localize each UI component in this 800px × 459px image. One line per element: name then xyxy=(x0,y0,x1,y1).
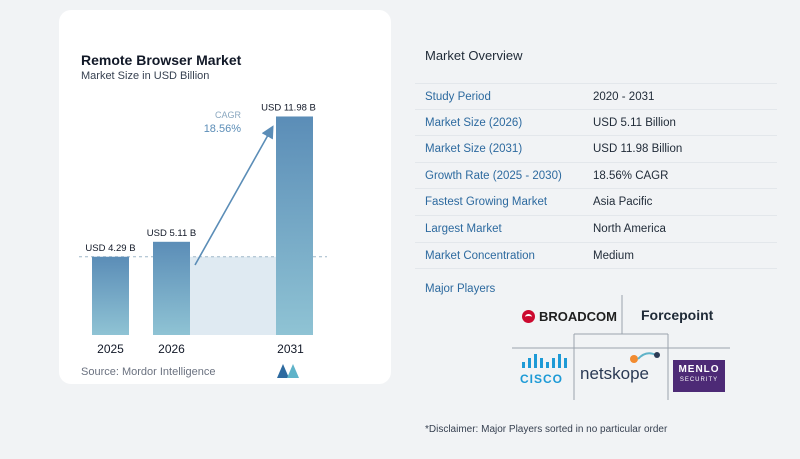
chart-card: Remote Browser Market Market Size in USD… xyxy=(59,10,391,384)
cagr-label: CAGR xyxy=(215,110,242,120)
cagr-arrow xyxy=(194,125,274,266)
netskope-logo: netskope xyxy=(580,364,649,383)
overview-value: USD 5.11 Billion xyxy=(593,116,676,129)
bar-2026 xyxy=(153,241,190,335)
overview-label: Study Period xyxy=(425,91,491,103)
x-tick-2031: 2031 xyxy=(277,342,304,356)
overview-row: Market Size (2026) USD 5.11 Billion xyxy=(415,110,777,137)
chart-title: Remote Browser Market xyxy=(81,52,242,68)
overview-row: Growth Rate (2025 - 2030) 18.56% CAGR xyxy=(415,163,777,190)
data-label-2026: USD 5.11 B xyxy=(147,228,196,239)
overview-label: Market Size (2031) xyxy=(425,143,523,156)
overview-table: Study Period 2020 - 2031 Market Size (202… xyxy=(415,83,777,270)
overview-title: Market Overview xyxy=(425,48,523,63)
overview-label: Market Size (2026) xyxy=(425,116,523,129)
growth-band xyxy=(190,256,276,335)
major-players-title: Major Players xyxy=(425,283,496,295)
netskope-mark-icon xyxy=(630,352,660,363)
overview-label: Market Concentration xyxy=(425,249,535,262)
data-label-2031: USD 11.98 B xyxy=(261,102,316,113)
bar-2025 xyxy=(92,256,129,335)
broadcom-logo: BROADCOM xyxy=(522,309,617,324)
chart-subtitle: Market Size in USD Billion xyxy=(81,70,210,82)
overview-row: Market Concentration Medium xyxy=(415,243,777,270)
cisco-text: CISCO xyxy=(520,372,564,386)
mordor-logo-icon xyxy=(277,364,299,378)
overview-label: Largest Market xyxy=(425,222,502,235)
chart-source: Source: Mordor Intelligence xyxy=(81,366,216,378)
menlo-text: MENLO xyxy=(678,364,720,375)
x-tick-2025: 2025 xyxy=(97,342,124,356)
disclaimer: *Disclaimer: Major Players sorted in no … xyxy=(425,424,668,435)
cagr-value: 18.56% xyxy=(204,123,242,135)
overview-label: Fastest Growing Market xyxy=(425,196,548,209)
overview-row: Fastest Growing Market Asia Pacific xyxy=(415,189,777,216)
overview-value: 2020 - 2031 xyxy=(593,91,655,103)
security-text: SECURITY xyxy=(679,377,719,383)
menlo-security-logo: MENLO SECURITY xyxy=(673,360,725,392)
overview-value: Asia Pacific xyxy=(593,196,653,209)
overview-value: USD 11.98 Billion xyxy=(593,143,683,156)
data-label-2025: USD 4.29 B xyxy=(85,243,135,254)
overview-value: 18.56% CAGR xyxy=(593,169,669,182)
overview-value: Medium xyxy=(593,249,634,262)
overview-label: Growth Rate (2025 - 2030) xyxy=(425,169,562,182)
cisco-bars-icon xyxy=(522,354,567,368)
overview-value: North America xyxy=(593,222,666,235)
bar-2031 xyxy=(276,116,313,335)
cisco-logo: CISCO xyxy=(520,354,568,386)
forcepoint-logo: Forcepoint xyxy=(641,307,714,323)
broadcom-mark-icon xyxy=(522,310,535,323)
overview-row: Study Period 2020 - 2031 xyxy=(415,83,777,110)
overview-row: Market Size (2031) USD 11.98 Billion xyxy=(415,136,777,163)
overview-row: Largest Market North America xyxy=(415,216,777,243)
x-tick-2026: 2026 xyxy=(158,342,185,356)
bar-chart: USD 4.29 B 2025 USD 5.11 B 2026 USD 11.98 B 2… xyxy=(79,102,327,356)
broadcom-text: BROADCOM xyxy=(539,309,617,324)
